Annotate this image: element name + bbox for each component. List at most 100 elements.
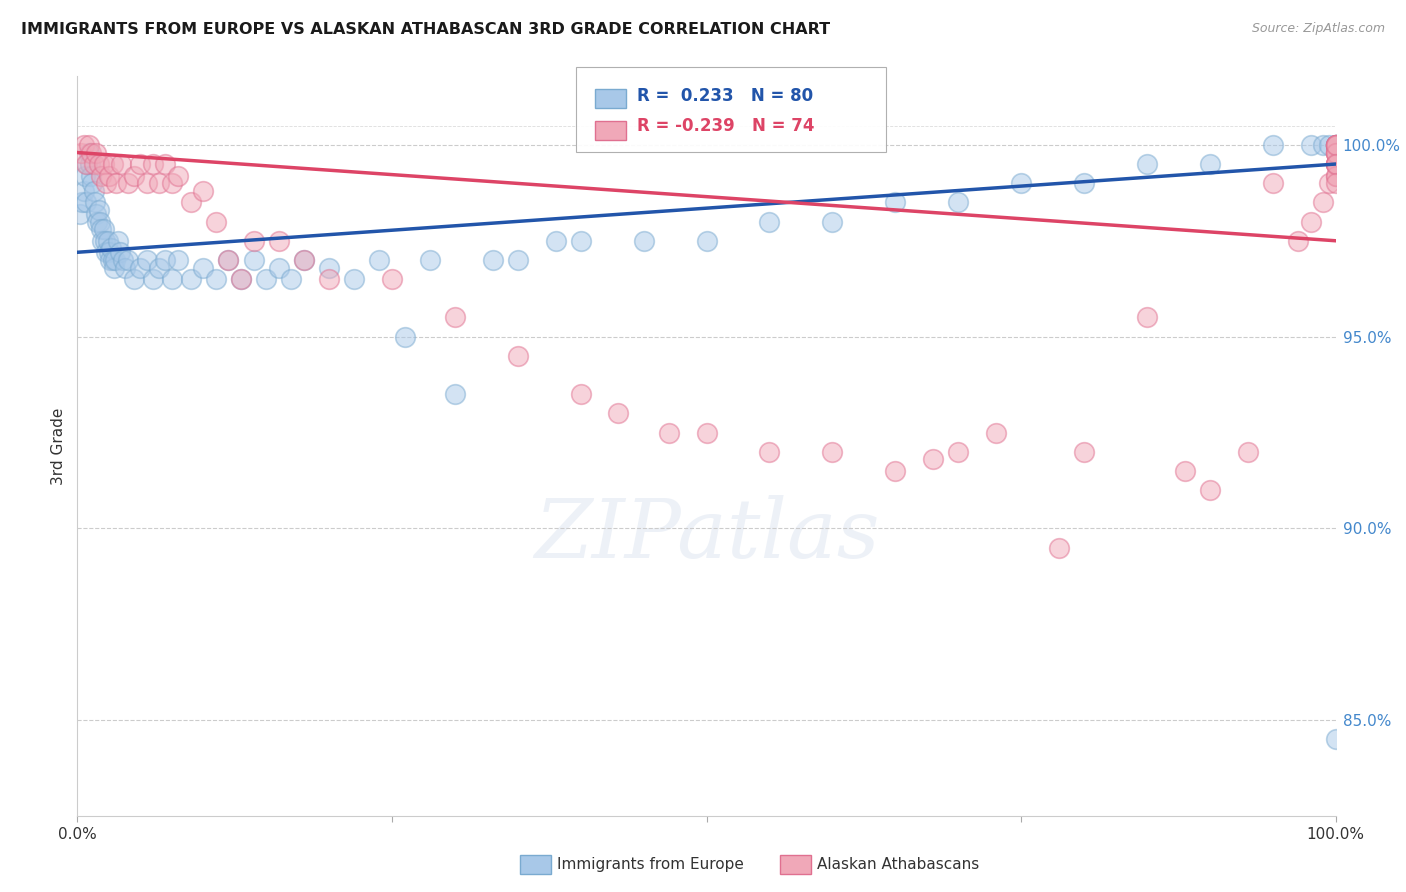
Text: R =  0.233   N = 80: R = 0.233 N = 80 xyxy=(637,87,813,104)
Point xyxy=(506,349,529,363)
Point xyxy=(97,169,120,183)
Point xyxy=(948,444,970,458)
Point xyxy=(821,444,844,458)
Point xyxy=(1324,145,1347,160)
Point xyxy=(1324,176,1347,190)
Point xyxy=(142,272,165,286)
Point xyxy=(254,272,277,286)
Point xyxy=(229,272,252,286)
Point xyxy=(1324,137,1347,152)
Point xyxy=(91,234,114,248)
Point xyxy=(1299,137,1322,152)
Point xyxy=(318,272,340,286)
Point xyxy=(267,260,290,275)
Point xyxy=(155,252,177,267)
Point xyxy=(1324,169,1347,183)
Point xyxy=(98,252,121,267)
Point xyxy=(69,207,91,221)
Point xyxy=(1324,137,1347,152)
Point xyxy=(142,157,165,171)
Point xyxy=(758,444,780,458)
Point xyxy=(242,234,264,248)
Point xyxy=(75,157,97,171)
Point xyxy=(122,272,145,286)
Point xyxy=(122,169,145,183)
Point xyxy=(94,234,117,248)
Point xyxy=(1319,176,1341,190)
Point xyxy=(419,252,441,267)
Point xyxy=(104,252,127,267)
Text: Alaskan Athabascans: Alaskan Athabascans xyxy=(817,857,979,871)
Point xyxy=(148,176,170,190)
Point xyxy=(280,272,302,286)
Point xyxy=(86,214,108,228)
Point xyxy=(229,272,252,286)
Point xyxy=(167,169,190,183)
Point xyxy=(633,234,655,248)
Point xyxy=(1136,157,1159,171)
Point xyxy=(217,252,239,267)
Point xyxy=(80,169,103,183)
Point xyxy=(1324,137,1347,152)
Point xyxy=(117,176,139,190)
Point xyxy=(108,245,131,260)
Point xyxy=(368,252,391,267)
Point xyxy=(1324,145,1347,160)
Point xyxy=(96,176,118,190)
Point xyxy=(394,329,416,343)
Text: Immigrants from Europe: Immigrants from Europe xyxy=(557,857,744,871)
Point xyxy=(444,310,467,325)
Point xyxy=(191,260,215,275)
Point xyxy=(318,260,340,275)
Point xyxy=(77,137,100,152)
Point xyxy=(101,252,124,267)
Point xyxy=(73,169,96,183)
Point xyxy=(444,387,467,401)
Point xyxy=(506,252,529,267)
Text: Source: ZipAtlas.com: Source: ZipAtlas.com xyxy=(1251,22,1385,36)
Point xyxy=(180,195,202,210)
Point xyxy=(93,157,115,171)
Text: R = -0.239   N = 74: R = -0.239 N = 74 xyxy=(637,117,814,135)
Point xyxy=(1199,483,1222,497)
Point xyxy=(1324,145,1347,160)
Point xyxy=(77,145,100,160)
Point xyxy=(1136,310,1159,325)
Y-axis label: 3rd Grade: 3rd Grade xyxy=(51,408,66,484)
Point xyxy=(70,145,93,160)
Point xyxy=(1286,234,1309,248)
Point xyxy=(1324,137,1347,152)
Point xyxy=(84,145,107,160)
Point xyxy=(90,222,112,236)
Point xyxy=(948,195,970,210)
Point xyxy=(1324,157,1347,171)
Point xyxy=(1199,157,1222,171)
Point xyxy=(167,252,190,267)
Point xyxy=(72,195,94,210)
Point xyxy=(1261,176,1284,190)
Point xyxy=(129,157,152,171)
Point xyxy=(607,406,630,420)
Point xyxy=(111,252,134,267)
Point xyxy=(1312,195,1334,210)
Point xyxy=(84,195,107,210)
Point xyxy=(204,272,226,286)
Point xyxy=(90,169,112,183)
Point xyxy=(884,195,907,210)
Point xyxy=(135,252,157,267)
Point xyxy=(117,252,139,267)
Point xyxy=(72,137,94,152)
Point xyxy=(758,214,780,228)
Point xyxy=(129,260,152,275)
Point xyxy=(481,252,503,267)
Point xyxy=(922,452,945,467)
Point xyxy=(1324,157,1347,171)
Point xyxy=(114,260,136,275)
Point xyxy=(204,214,226,228)
Point xyxy=(1324,137,1347,152)
Point xyxy=(1299,214,1322,228)
Point xyxy=(97,245,120,260)
Point xyxy=(87,203,110,218)
Point xyxy=(107,234,129,248)
Text: ZIPatlas: ZIPatlas xyxy=(534,495,879,574)
